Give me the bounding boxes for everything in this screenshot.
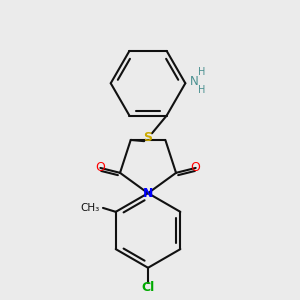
Text: CH₃: CH₃ <box>81 203 100 213</box>
Text: H: H <box>198 68 206 77</box>
Text: Cl: Cl <box>141 281 155 294</box>
Text: N: N <box>190 75 199 88</box>
Text: H: H <box>198 85 206 95</box>
Text: O: O <box>191 161 201 174</box>
Text: S: S <box>143 131 152 144</box>
Text: N: N <box>143 187 153 200</box>
Text: O: O <box>95 161 105 174</box>
